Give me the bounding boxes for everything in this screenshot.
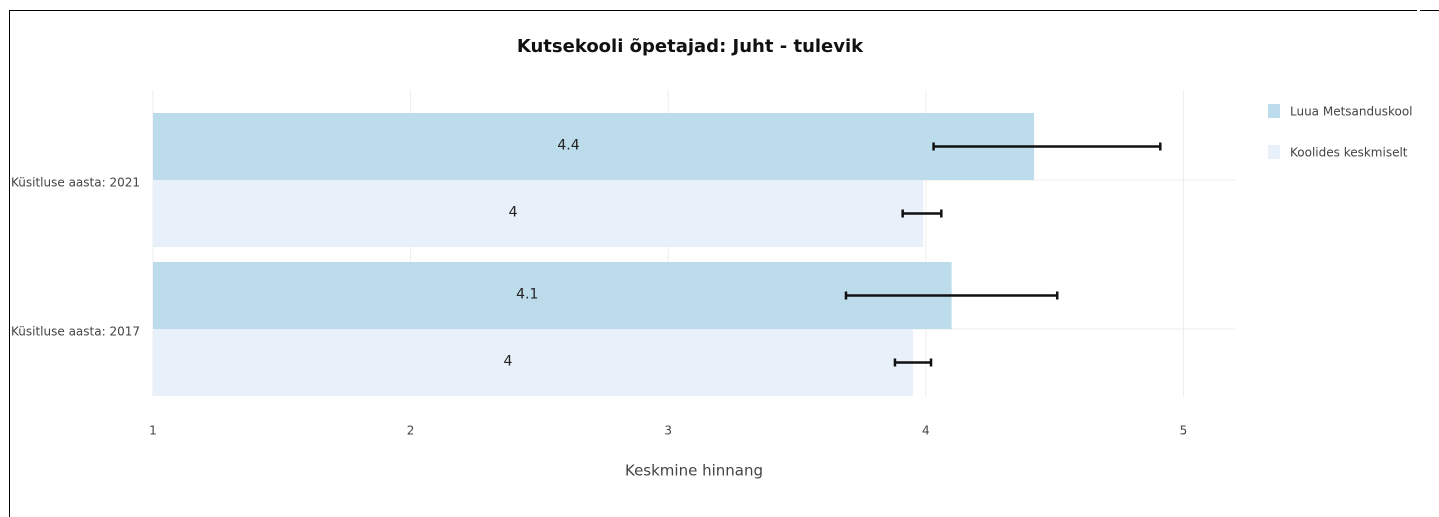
value-label: 4: [509, 205, 518, 221]
x-tick-label: 1: [149, 424, 157, 438]
legend-label: Koolides keskmiselt: [1290, 146, 1408, 160]
bar: [153, 180, 924, 247]
x-tick-label: 2: [407, 424, 415, 438]
legend-swatch: [1268, 145, 1280, 159]
error-bar: [844, 291, 1059, 300]
x-tick-label: 3: [664, 424, 672, 438]
chart-title: Kutsekooli õpetajad: Juht - tulevik: [517, 36, 864, 57]
x-axis-title: Keskmine hinnang: [625, 462, 763, 480]
legend-label: Luua Metsanduskool: [1290, 105, 1413, 119]
bar: [153, 329, 913, 396]
y-tick-label: Küsitluse aasta: 2017: [11, 325, 140, 339]
value-label: 4.1: [516, 287, 538, 303]
legend-swatch: [1268, 104, 1280, 118]
bar: [153, 113, 1035, 180]
error-bar: [893, 358, 933, 367]
bar: [153, 262, 952, 329]
x-tick-label: 5: [1180, 424, 1188, 438]
error-bar: [932, 142, 1162, 151]
value-label: 4: [504, 354, 513, 370]
y-tick-label: Küsitluse aasta: 2021: [11, 176, 140, 190]
x-tick-label: 4: [922, 424, 930, 438]
error-bar: [901, 209, 943, 218]
value-label: 4.4: [557, 138, 579, 154]
